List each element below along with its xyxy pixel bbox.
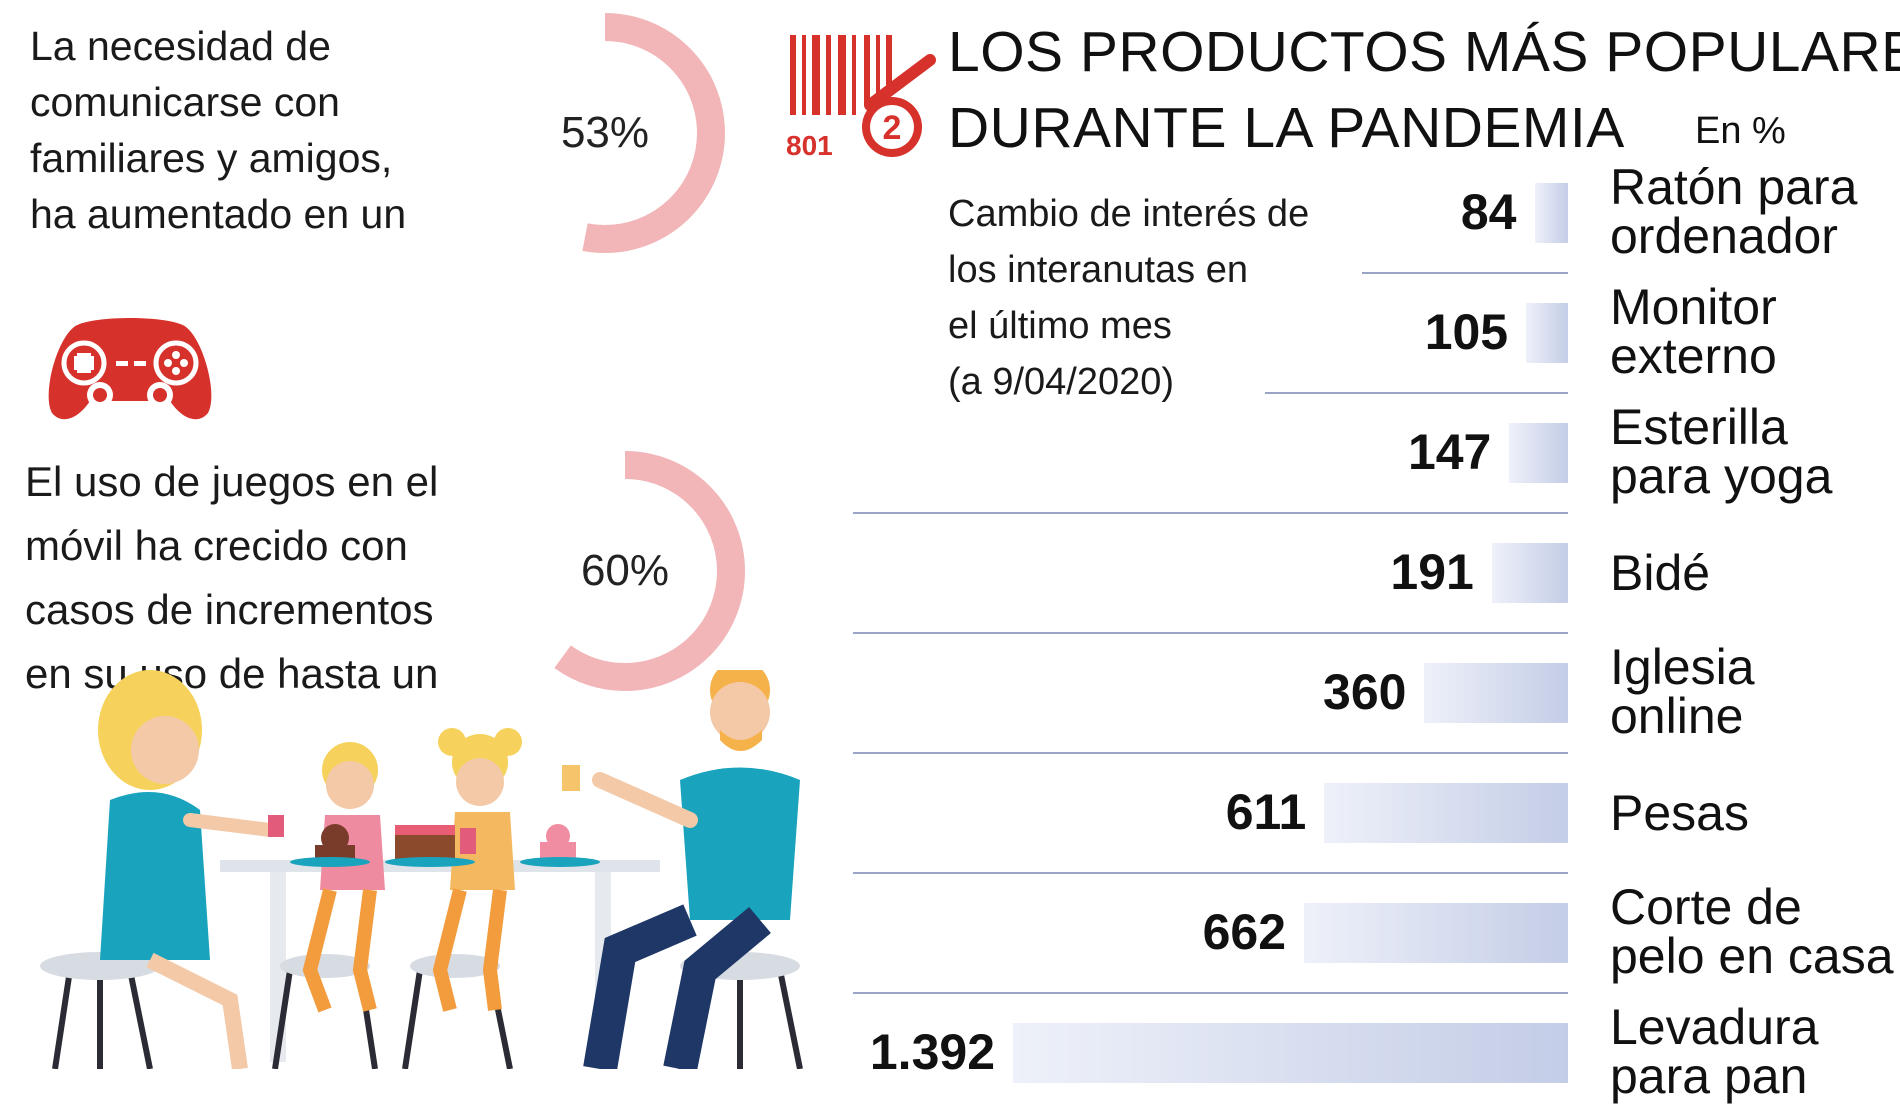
stat2-line: en su uso de hasta un (25, 650, 439, 697)
bar-value-label: 105 (1424, 304, 1509, 360)
bar (1534, 183, 1568, 243)
category-label-line: Iglesia (1610, 639, 1755, 695)
stat2-percent: 60% (580, 546, 670, 595)
stat1-percent: 53% (560, 108, 650, 157)
category-label-line: pelo en casa (1610, 928, 1894, 984)
chart-subtitle-line: Cambio de interés de (948, 193, 1310, 235)
bar-value-label: 662 (1202, 904, 1287, 960)
stat1-line: La necesidad de (30, 23, 331, 69)
row-separator (853, 992, 1568, 994)
bar-value-label: 611 (1225, 784, 1307, 840)
category-label: Bidé (1610, 545, 1711, 601)
category-label-line: Pesas (1610, 785, 1749, 841)
category-label-line: Bidé (1610, 545, 1711, 601)
gamepad-icon (48, 318, 212, 420)
bar-value-label: 147 (1407, 424, 1492, 480)
bar (1324, 783, 1568, 843)
category-label-line: Ratón para (1610, 159, 1858, 215)
category-label-line: Corte de (1610, 879, 1802, 935)
stat1-line: familiares y amigos, (30, 135, 393, 181)
logo-badge: 2 (883, 109, 902, 147)
category-label-line: externo (1610, 328, 1777, 384)
category-label-line: Levadura (1610, 999, 1819, 1055)
category-label: Levadura para pan (1610, 999, 1819, 1104)
bar (1013, 1023, 1568, 1083)
row-separator (853, 752, 1568, 754)
stat1-text: La necesidad de comunicarse con familiar… (30, 18, 406, 242)
row-separator (1265, 392, 1568, 394)
category-label-line: para yoga (1610, 448, 1833, 504)
category-label: Iglesia online (1610, 639, 1755, 744)
category-label: Ratón para ordenador (1610, 159, 1858, 264)
category-label-line: online (1610, 688, 1744, 744)
bar-value-label: 360 (1323, 664, 1407, 720)
bar (1509, 423, 1568, 483)
category-label-line: Esterilla (1610, 399, 1788, 455)
barcode-logo-icon: 2 801 (786, 35, 936, 160)
category-label-line: ordenador (1610, 208, 1838, 264)
row-separator (853, 872, 1568, 874)
stat2-line: casos de incrementos (25, 586, 434, 633)
stat2-line: móvil ha crecido con (25, 522, 408, 569)
bar-value-label: 1.392 (869, 1024, 995, 1080)
category-label: Pesas (1610, 785, 1749, 841)
bar (1491, 543, 1568, 603)
chart-title: LOS PRODUCTOS MÁS POPULARES DURANTE LA P… (948, 14, 1900, 166)
category-label: Esterilla para yoga (1610, 399, 1833, 504)
bar (1424, 663, 1568, 723)
row-separator (853, 512, 1568, 514)
stat2-text: El uso de juegos en el móvil ha crecido … (25, 450, 438, 706)
category-label-line: Monitor (1610, 279, 1777, 335)
row-separator (1362, 272, 1568, 274)
family-table-illustration (40, 670, 803, 1069)
bar-value-label: 191 (1390, 544, 1474, 600)
bar-chart: 84 Ratón para ordenador 105 Monitor externo 14… (853, 159, 1894, 1101)
stat1-line: comunicarse con (30, 79, 340, 125)
bar-value-label: 84 (1460, 184, 1517, 240)
chart-subtitle-line: el último mes (948, 305, 1172, 347)
chart-subtitle: Cambio de interés de los interanutas en … (948, 186, 1309, 410)
row-separator (853, 632, 1568, 634)
chart-unit: En % (1695, 110, 1786, 152)
stat2-ring (505, 451, 745, 691)
chart-title-line: DURANTE LA PANDEMIA (948, 96, 1625, 160)
chart-title-line: LOS PRODUCTOS MÁS POPULARES (948, 20, 1900, 84)
chart-subtitle-line: (a 9/04/2020) (948, 361, 1175, 403)
category-label-line: para pan (1610, 1048, 1808, 1104)
bar (1304, 903, 1568, 963)
category-label: Monitor externo (1610, 279, 1777, 384)
stat1-line: ha aumentado en un (30, 191, 407, 237)
category-label: Corte de pelo en casa (1610, 879, 1894, 984)
stat1-ring (485, 13, 725, 253)
logo-text: 801 (786, 130, 833, 160)
bar (1526, 303, 1568, 363)
chart-subtitle-line: los interanutas en (948, 249, 1248, 291)
stat2-line: El uso de juegos en el (25, 458, 439, 505)
